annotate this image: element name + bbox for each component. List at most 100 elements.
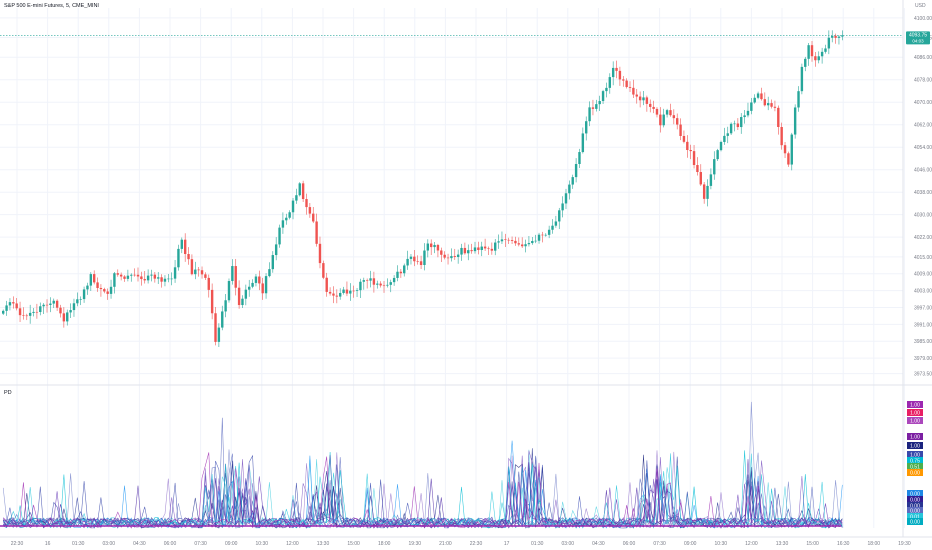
candle-body [234, 266, 237, 288]
candle-body [167, 278, 170, 280]
time-tick-label: 04:30 [592, 541, 605, 547]
time-tick-label: 10:30 [256, 541, 269, 547]
candle-body [426, 243, 430, 251]
candle-body [638, 96, 642, 101]
candle-body [520, 244, 524, 247]
candle-body [760, 93, 763, 100]
candle-body [55, 300, 59, 308]
candle-body [793, 107, 797, 135]
time-tick-label: 22:30 [470, 541, 483, 547]
price-tick-label: 4100.00 [914, 16, 932, 22]
candle-body [116, 273, 119, 275]
candle-body [783, 145, 787, 154]
indicator-value-tag [907, 457, 923, 464]
indicator-value-tag [907, 502, 923, 509]
indicator-value-tag [907, 409, 923, 416]
candle-body [231, 266, 234, 282]
candle-body [723, 135, 726, 142]
candle-body [28, 312, 32, 316]
candle-body [379, 283, 382, 286]
candle-body [692, 151, 696, 166]
candle-body [551, 225, 554, 230]
time-tick-label: 15:00 [347, 541, 360, 547]
candle-body [335, 295, 339, 297]
candle-body [564, 193, 568, 204]
indicator-series-line [2, 454, 843, 529]
time-axis[interactable]: 22:30 16 01:30 03:00 04:30 06:00 07:30 09:00 10:… [11, 541, 911, 547]
candle-body [635, 94, 638, 97]
candle-body [524, 244, 527, 247]
candle-body [325, 277, 328, 292]
indicator-title: PD [4, 390, 12, 396]
candle-body [133, 274, 136, 276]
candle-body [787, 153, 790, 165]
price-axis[interactable]: 4100.004093.754086.004078.004070.004062.… [914, 16, 932, 378]
indicator-series-line [3, 450, 843, 529]
candle-body [554, 221, 558, 226]
candle-body [5, 305, 8, 311]
candle-body [382, 285, 386, 287]
candle-body [295, 195, 298, 201]
candle-body [224, 300, 227, 312]
candle-body [837, 36, 841, 38]
indicator-series-line [2, 440, 843, 529]
indicator-value-text: 0.00 [910, 471, 920, 477]
indicator-value-text: 0.00 [910, 504, 920, 510]
candle-body [376, 283, 379, 285]
candle-body [652, 106, 655, 109]
candle-body [170, 278, 173, 280]
candle-body [467, 250, 470, 254]
price-tick-label: 4003.00 [914, 289, 932, 295]
candle-body [558, 210, 561, 222]
indicator-series-line [3, 454, 843, 529]
candle-body [841, 35, 844, 37]
indicator-value-text: 1.00 [910, 444, 920, 450]
candle-body [355, 290, 359, 291]
candle-body [746, 110, 750, 116]
candle-body [268, 269, 271, 277]
indicator-series-line [2, 450, 843, 529]
candle-body [702, 184, 706, 199]
time-tick-label: 17 [504, 541, 510, 547]
candle-body [686, 141, 689, 150]
candle-body [591, 107, 595, 109]
indicator-value-tag [907, 490, 923, 497]
candle-body [197, 269, 200, 271]
candle-body [659, 114, 662, 126]
candle-body [443, 254, 446, 258]
indicator-value-text: 1.00 [910, 403, 920, 409]
time-tick-label: 22:30 [11, 541, 24, 547]
candle-body [682, 135, 686, 142]
candle-body [436, 244, 440, 251]
candle-body [403, 265, 406, 274]
candle-body [834, 35, 837, 38]
candle-body [820, 51, 824, 57]
candle-body [332, 293, 335, 296]
candle-body [369, 278, 372, 281]
candle-body [763, 99, 767, 106]
candle-body [676, 118, 679, 125]
candle-body [264, 276, 268, 294]
indicator-value-tag [907, 469, 923, 476]
price-tick-label: 3991.00 [914, 322, 932, 328]
candle-body [756, 93, 760, 98]
candle-body [342, 289, 345, 293]
candle-body [173, 267, 177, 279]
candle-body [180, 239, 184, 249]
candle-body [177, 248, 180, 268]
price-tick-label: 4046.00 [914, 168, 932, 174]
time-tick-label: 10:30 [715, 541, 728, 547]
indicator-value-tag [907, 496, 923, 503]
candle-body [62, 313, 66, 322]
candle-body [49, 303, 52, 305]
candle-body [248, 286, 251, 290]
candle-body [207, 277, 210, 290]
candle-body [258, 276, 261, 284]
candle-body [416, 261, 419, 262]
candle-body [605, 87, 608, 92]
time-tick-label: 07:30 [194, 541, 207, 547]
indicator-value-tag [907, 463, 923, 470]
indicator-value-text: 1.00 [910, 411, 920, 417]
candle-body [362, 280, 365, 282]
